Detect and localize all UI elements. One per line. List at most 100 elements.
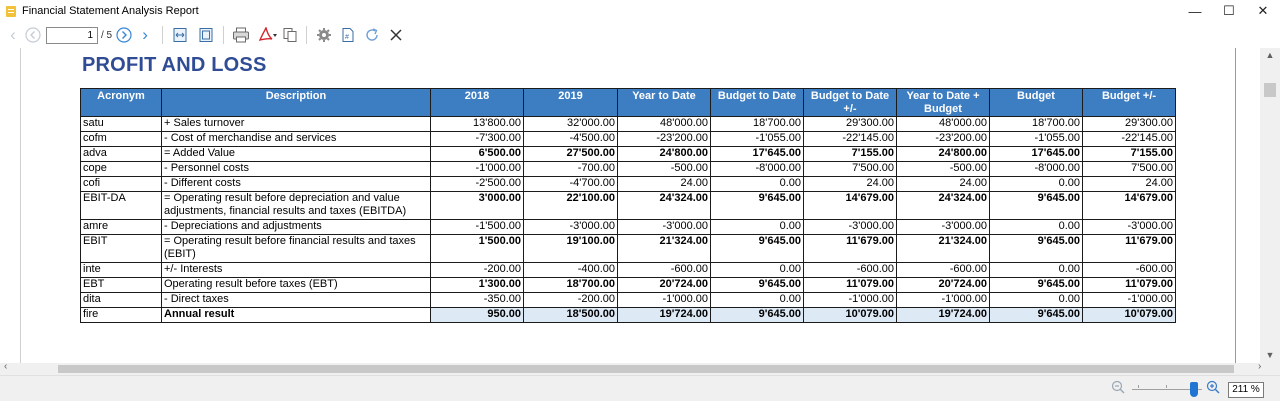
value-cell: 11'079.00: [1082, 277, 1176, 293]
table-row: cope - Personnel costs -1'000.00 -700.00 -50…: [80, 161, 1176, 177]
column-header: Year to Date + Budget: [896, 88, 990, 117]
value-cell: 7'155.00: [1082, 146, 1176, 162]
maximize-button[interactable]: ☐: [1223, 3, 1235, 18]
toolbar-separator: [162, 26, 164, 44]
scroll-up-icon[interactable]: ▲: [1265, 50, 1275, 60]
value-cell: 0.00: [989, 292, 1083, 308]
acronym-cell: EBIT-DA: [80, 191, 162, 220]
value-cell: 21'324.00: [896, 234, 990, 263]
acronym-cell: EBIT: [80, 234, 162, 263]
close-window-button[interactable]: ✕: [1257, 3, 1269, 18]
fit-width-icon[interactable]: [169, 24, 191, 46]
value-cell: -22'145.00: [803, 131, 897, 147]
pdf-export-icon[interactable]: [256, 24, 280, 46]
value-cell: 10'079.00: [1082, 307, 1176, 323]
value-cell: 0.00: [710, 262, 804, 278]
acronym-cell: cope: [80, 161, 162, 177]
forward-arrow-icon[interactable]: ›: [142, 25, 148, 44]
column-header: Budget +/-: [1082, 88, 1176, 117]
value-cell: -3'000.00: [523, 219, 618, 235]
value-cell: 21'324.00: [617, 234, 711, 263]
fit-page-icon[interactable]: [195, 24, 217, 46]
value-cell: 9'645.00: [989, 307, 1083, 323]
description-cell: = Operating result before depreciation a…: [161, 191, 431, 220]
close-report-icon[interactable]: [385, 24, 407, 46]
value-cell: -1'000.00: [896, 292, 990, 308]
value-cell: 11'679.00: [1082, 234, 1176, 263]
value-cell: -3'000.00: [803, 219, 897, 235]
value-cell: -1'500.00: [430, 219, 524, 235]
description-cell: Operating result before taxes (EBT): [161, 277, 431, 293]
value-cell: -3'000.00: [617, 219, 711, 235]
value-cell: -7'300.00: [430, 131, 524, 147]
acronym-cell: amre: [80, 219, 162, 235]
minimize-button[interactable]: —: [1188, 3, 1202, 19]
document-settings-icon[interactable]: #: [337, 24, 359, 46]
app-icon: [6, 5, 16, 17]
title-bar: Financial Statement Analysis Report — ☐ …: [0, 0, 1280, 22]
zoom-slider-thumb[interactable]: [1190, 382, 1198, 397]
gear-icon[interactable]: [313, 24, 335, 46]
zoom-value-field[interactable]: 211 %: [1228, 382, 1264, 398]
vertical-scrollbar[interactable]: ▲ ▼: [1260, 48, 1280, 363]
horizontal-scroll-thumb[interactable]: [58, 365, 1234, 373]
vertical-scroll-thumb[interactable]: [1264, 83, 1276, 97]
acronym-cell: adva: [80, 146, 162, 162]
horizontal-scrollbar[interactable]: ‹ ›: [0, 361, 1280, 375]
column-header: Budget to Date +/-: [803, 88, 897, 117]
window-title: Financial Statement Analysis Report: [22, 5, 199, 17]
profit-and-loss-table: Acronym Description 2018 2019 Year to Da…: [80, 88, 1176, 323]
scroll-left-icon[interactable]: ‹: [4, 361, 8, 372]
copy-icon[interactable]: [280, 24, 300, 46]
value-cell: 9'645.00: [710, 234, 804, 263]
zoom-in-icon[interactable]: [1206, 380, 1220, 397]
value-cell: 17'645.00: [710, 146, 804, 162]
value-cell: 7'500.00: [1082, 161, 1176, 177]
acronym-cell: cofm: [80, 131, 162, 147]
table-row: EBT Operating result before taxes (EBT) 1'…: [80, 277, 1176, 293]
zoom-out-icon[interactable]: [1111, 380, 1125, 397]
page-edge: [20, 48, 21, 363]
table-row: cofm - Cost of merchandise and services -7…: [80, 131, 1176, 147]
value-cell: 9'645.00: [710, 307, 804, 323]
value-cell: -500.00: [896, 161, 990, 177]
value-cell: -23'200.00: [617, 131, 711, 147]
value-cell: 0.00: [710, 292, 804, 308]
column-header: Acronym: [80, 88, 162, 117]
value-cell: -1'000.00: [803, 292, 897, 308]
value-cell: -700.00: [523, 161, 618, 177]
toolbar-separator: [223, 26, 225, 44]
value-cell: 950.00: [430, 307, 524, 323]
column-header: Budget to Date: [710, 88, 804, 117]
print-icon[interactable]: [230, 24, 252, 46]
page-number-input[interactable]: 1: [46, 26, 98, 44]
svg-text:#: #: [345, 34, 349, 41]
description-cell: - Personnel costs: [161, 161, 431, 177]
table-row: cofi - Different costs -2'500.00 -4'700.00 2…: [80, 176, 1176, 192]
first-page-icon[interactable]: [24, 24, 42, 46]
description-cell: - Cost of merchandise and services: [161, 131, 431, 147]
acronym-cell: EBT: [80, 277, 162, 293]
scroll-down-icon[interactable]: ▼: [1265, 350, 1275, 360]
description-cell: + Sales turnover: [161, 116, 431, 132]
value-cell: 18'500.00: [523, 307, 618, 323]
value-cell: 24.00: [896, 176, 990, 192]
refresh-icon[interactable]: [361, 24, 383, 46]
value-cell: 3'000.00: [430, 191, 524, 220]
table-row: adva = Added Value 6'500.00 27'500.00 24'800…: [80, 146, 1176, 162]
next-page-icon[interactable]: [114, 24, 134, 46]
value-cell: -500.00: [617, 161, 711, 177]
value-cell: 24.00: [617, 176, 711, 192]
value-cell: 9'645.00: [710, 277, 804, 293]
value-cell: 29'300.00: [1082, 116, 1176, 132]
value-cell: -8'000.00: [989, 161, 1083, 177]
value-cell: 11'079.00: [803, 277, 897, 293]
value-cell: 1'500.00: [430, 234, 524, 263]
scroll-right-icon[interactable]: ›: [1258, 361, 1262, 372]
zoom-slider-track[interactable]: [1132, 389, 1202, 390]
back-arrow-icon[interactable]: ‹: [10, 25, 16, 44]
value-cell: 14'679.00: [1082, 191, 1176, 220]
table-row: satu + Sales turnover 13'800.00 32'000.00 48…: [80, 116, 1176, 132]
value-cell: -1'055.00: [710, 131, 804, 147]
value-cell: 7'155.00: [803, 146, 897, 162]
